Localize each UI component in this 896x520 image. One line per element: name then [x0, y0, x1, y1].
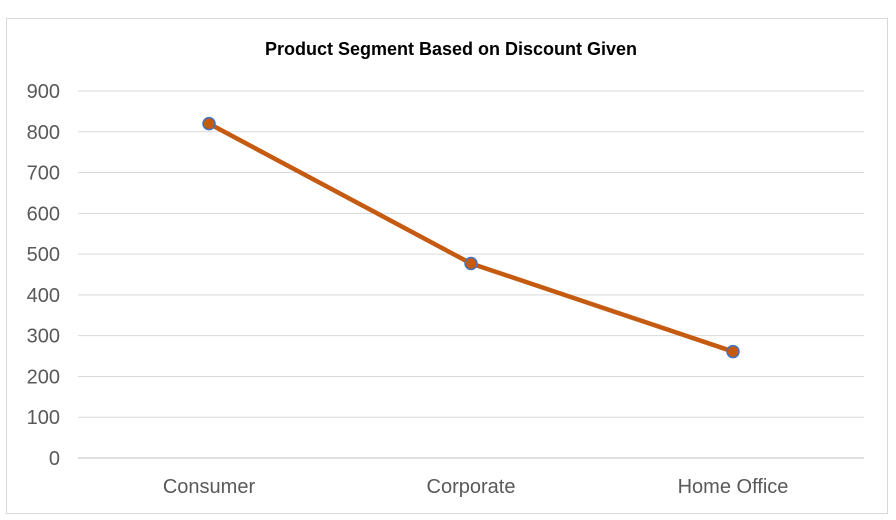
x-axis-tick-labels: Consumer Corporate Home Office — [163, 476, 789, 498]
y-tick-label: 900 — [27, 81, 60, 103]
x-tick-label: Consumer — [163, 476, 256, 498]
y-tick-label: 600 — [27, 203, 60, 225]
y-tick-label: 400 — [27, 285, 60, 307]
gridlines — [78, 90, 864, 459]
y-tick-label: 100 — [27, 407, 60, 429]
data-point-consumer — [202, 116, 216, 131]
y-tick-label: 0 — [49, 448, 60, 470]
series-line-segment — [468, 261, 736, 354]
x-tick-label: Corporate — [427, 476, 516, 498]
series-lines — [206, 121, 736, 354]
chart-frame — [6, 18, 888, 514]
y-tick-label: 500 — [27, 244, 60, 266]
y-tick-label: 700 — [27, 163, 60, 185]
y-tick-label: 300 — [27, 326, 60, 348]
y-tick-label: 200 — [27, 366, 60, 388]
y-axis-tick-labels: 0 100 200 300 400 500 600 700 800 900 — [27, 81, 60, 470]
y-tick-label: 800 — [27, 122, 60, 144]
series-line-segment — [206, 121, 474, 266]
data-point-corporate — [464, 256, 478, 271]
x-tick-label: Home Office — [678, 476, 789, 498]
chart-title: Product Segment Based on Discount Given — [265, 39, 637, 59]
data-markers — [202, 116, 740, 359]
data-point-home-office — [726, 344, 740, 359]
